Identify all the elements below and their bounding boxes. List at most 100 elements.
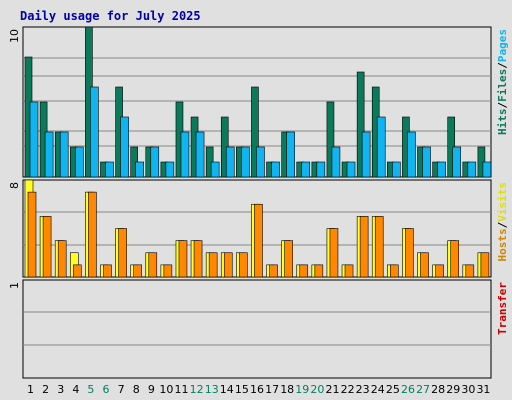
x-tick-label: 26 xyxy=(401,383,415,396)
visits-bar xyxy=(57,240,67,278)
panel-frame xyxy=(22,279,492,379)
pages-bar xyxy=(482,161,492,178)
visits-bar xyxy=(299,264,309,278)
side-label-part: / xyxy=(496,62,509,69)
visits-bar xyxy=(420,252,429,278)
pages-bar xyxy=(286,131,295,178)
visits-bar xyxy=(344,264,354,278)
pages-bar xyxy=(271,161,280,178)
x-tick-label: 6 xyxy=(103,383,110,396)
pages-bar xyxy=(376,116,386,178)
side-label-part: Transfer xyxy=(496,282,509,335)
x-tick-label: 15 xyxy=(235,383,249,396)
pages-bar xyxy=(120,116,129,178)
pages-bar xyxy=(105,161,114,178)
x-tick-label: 9 xyxy=(148,383,155,396)
visits-bar xyxy=(465,264,475,278)
x-tick-label: 16 xyxy=(250,383,264,396)
visits-bar xyxy=(42,216,52,278)
x-tick-label: 24 xyxy=(371,383,385,396)
visits-bar xyxy=(480,252,490,278)
pages-bar xyxy=(422,146,431,178)
hits-bar xyxy=(326,101,335,178)
x-tick-label: 11 xyxy=(175,383,189,396)
pages-bar xyxy=(59,131,69,178)
x-tick-label: 19 xyxy=(295,383,309,396)
pages-bar xyxy=(44,131,54,178)
x-tick-label: 29 xyxy=(446,383,460,396)
side-label-part: Hits xyxy=(496,109,509,136)
visits-bar xyxy=(314,264,324,278)
x-tick-label: 25 xyxy=(386,383,400,396)
visits-bar xyxy=(405,228,414,278)
visits-bar xyxy=(103,264,112,278)
pages-bar xyxy=(331,146,341,178)
hits-bar xyxy=(356,71,365,178)
side-label: Hits/Files/Pages xyxy=(496,29,509,135)
x-tick-label: 13 xyxy=(205,383,219,396)
x-tick-label: 28 xyxy=(431,383,445,396)
x-tick-label: 5 xyxy=(87,383,94,396)
pages-bar xyxy=(437,161,446,178)
chart-title: Daily usage for July 2025 xyxy=(20,9,201,23)
pages-bar xyxy=(29,101,39,178)
side-label: Transfer xyxy=(496,282,509,335)
side-label-part: Files xyxy=(496,69,509,102)
pages-bar xyxy=(467,161,477,178)
pages-bar xyxy=(316,161,326,178)
x-tick-label: 7 xyxy=(118,383,125,396)
pages-bar xyxy=(165,161,175,178)
pages-bar xyxy=(135,161,144,178)
side-label-part: Visits xyxy=(496,182,509,222)
visits-bar xyxy=(118,228,127,278)
visits-bar xyxy=(359,216,369,278)
visits-bar xyxy=(284,240,293,278)
side-label-part: Hosts xyxy=(496,228,509,261)
visits-bar xyxy=(254,203,263,278)
pages-bar xyxy=(346,161,356,178)
x-tick-label: 12 xyxy=(190,383,204,396)
hits-bar xyxy=(251,86,259,178)
side-label: Hosts/Visits xyxy=(496,182,509,262)
visits-bar xyxy=(390,264,399,278)
pages-bar xyxy=(241,146,250,178)
side-label-part: / xyxy=(496,221,509,228)
visits-bar xyxy=(223,252,233,278)
pages-bar xyxy=(301,161,311,178)
visits-bar xyxy=(193,240,203,278)
visits-bar xyxy=(374,216,384,278)
x-tick-label: 3 xyxy=(57,383,64,396)
visits-bar xyxy=(27,191,37,278)
visits-bar xyxy=(269,264,278,278)
y-max-label: 8 xyxy=(8,182,21,189)
x-tick-label: 21 xyxy=(325,383,339,396)
pages-bar xyxy=(392,161,401,178)
x-tick-label: 23 xyxy=(356,383,370,396)
x-tick-label: 30 xyxy=(461,383,475,396)
x-tick-label: 27 xyxy=(416,383,430,396)
x-tick-label: 8 xyxy=(133,383,140,396)
pages-bar xyxy=(210,161,220,178)
pages-bar xyxy=(225,146,235,178)
pages-bar xyxy=(90,86,99,178)
y-max-label: 10 xyxy=(8,29,21,43)
x-tick-label: 10 xyxy=(159,383,173,396)
x-tick-label: 31 xyxy=(476,383,490,396)
pages-bar xyxy=(74,146,84,178)
pages-bar xyxy=(407,131,416,178)
x-tick-label: 4 xyxy=(72,383,79,396)
visits-bar xyxy=(163,264,173,278)
x-tick-label: 14 xyxy=(220,383,234,396)
pages-bar xyxy=(180,131,190,178)
visits-bar xyxy=(435,264,444,278)
pages-bar xyxy=(150,146,160,178)
x-tick-label: 22 xyxy=(341,383,355,396)
visits-bar xyxy=(329,228,339,278)
pages-bar xyxy=(361,131,371,178)
pages-bar xyxy=(452,146,462,178)
side-label-part: Pages xyxy=(496,29,509,62)
pages-bar xyxy=(195,131,205,178)
visits-bar xyxy=(148,252,158,278)
visits-bar xyxy=(72,264,82,278)
visits-bar xyxy=(239,252,248,278)
